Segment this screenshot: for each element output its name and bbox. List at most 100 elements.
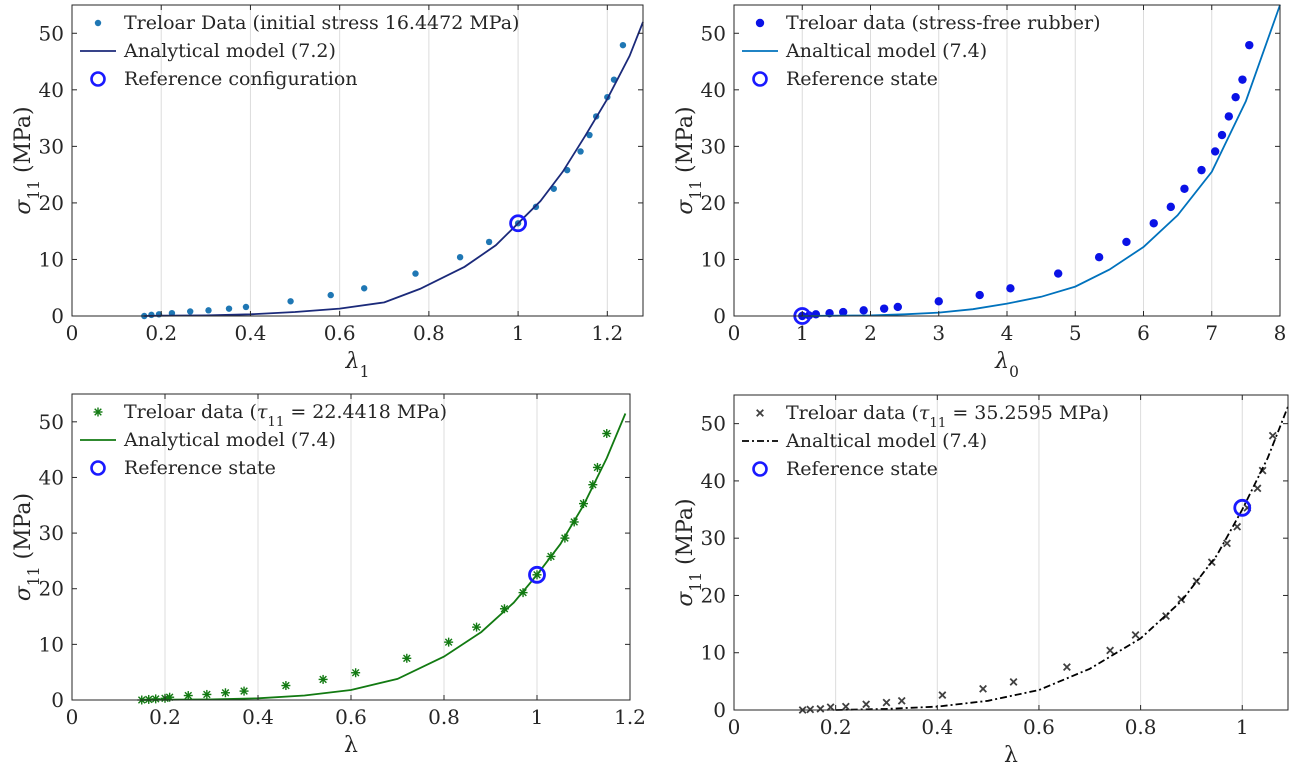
x-tick-label: 0.8 <box>428 705 460 729</box>
data-point <box>602 429 612 439</box>
x-tick-label: 0.2 <box>145 321 177 345</box>
x-tick-label: 5 <box>1069 321 1082 345</box>
reference-point <box>528 565 546 584</box>
y-axis-label: σ11 (MPa) <box>11 106 43 214</box>
data-point <box>1131 631 1140 639</box>
data-point <box>592 462 602 472</box>
x-tick-label: 2 <box>864 321 877 345</box>
data-point <box>938 691 947 700</box>
data-point <box>1224 112 1234 121</box>
data-point <box>586 131 593 139</box>
data-point <box>327 291 334 299</box>
legend-label: Reference state <box>124 457 276 479</box>
x-tick-label: 4 <box>1001 321 1014 345</box>
x-tick-label: 1 <box>512 321 525 345</box>
data-point <box>550 185 557 192</box>
data-point <box>619 41 627 49</box>
y-tick-label: 30 <box>39 134 64 158</box>
axes-frame <box>71 4 644 317</box>
legend-symbol <box>752 461 768 477</box>
x-tick-label: 1.2 <box>614 705 646 729</box>
legend: Treloar data (τ11 = 22.4418 MPa)Analytic… <box>80 401 447 479</box>
y-tick-label: 40 <box>39 78 64 102</box>
series-line-2 <box>144 21 644 317</box>
legend-label: Reference configuration <box>124 68 358 90</box>
legend-symbol <box>755 18 765 28</box>
x-tick-label: 8 <box>1274 321 1287 345</box>
data-point <box>979 684 987 693</box>
data-point <box>862 700 871 709</box>
y-tick-label: 0 <box>713 304 726 328</box>
y-tick-label: 10 <box>39 247 64 271</box>
data-point <box>882 698 891 707</box>
x-tick-label: 6 <box>1137 321 1150 345</box>
y-axis-label: σ11 (MPa) <box>11 493 43 601</box>
data-point <box>225 305 233 312</box>
data-point <box>485 238 493 246</box>
chart-panel-2: 0 1 2 3 4 5 6 7 8 0 10 20 30 40 50 λ0 σ11 (MPa) Treloar d… <box>654 0 1308 386</box>
y-tick-label: 30 <box>39 521 64 545</box>
data-point <box>202 689 212 699</box>
data-point <box>242 303 250 311</box>
y-tick-label: 30 <box>701 526 726 550</box>
x-tick-label: 0 <box>66 705 79 729</box>
x-tick-label: 7 <box>1205 321 1218 345</box>
legend-symbol <box>756 409 764 417</box>
data-point <box>187 308 194 315</box>
series-line-2 <box>141 413 627 701</box>
data-point <box>1217 130 1227 140</box>
data-point <box>1062 663 1071 671</box>
legend-label: Reference state <box>786 68 938 90</box>
legend-symbol <box>94 19 102 27</box>
y-tick-label: 20 <box>701 583 726 607</box>
data-point <box>318 674 328 684</box>
legend-label: Treloar data (stress-free rubber) <box>786 12 1101 34</box>
legend-symbol <box>90 460 106 476</box>
reference-point <box>509 214 527 233</box>
data-point <box>1253 484 1262 493</box>
data-point <box>841 702 850 711</box>
x-axis-label: λ0 <box>994 349 1019 381</box>
data-point <box>806 705 815 714</box>
data-point <box>879 304 889 313</box>
legend-label: Reference state <box>786 458 938 480</box>
series-line-2 <box>835 406 1289 711</box>
y-tick-label: 20 <box>39 191 64 215</box>
y-tick-label: 50 <box>701 412 726 436</box>
data-point <box>893 302 902 312</box>
x-tick-label: 0.4 <box>921 715 953 739</box>
x-tick-label: 0.6 <box>335 705 367 729</box>
plot-area <box>137 413 627 705</box>
x-tick-label: 0.8 <box>413 321 445 345</box>
data-point <box>205 307 212 314</box>
legend-symbol <box>752 71 768 87</box>
data-point <box>148 311 155 319</box>
legend-marker <box>94 19 102 27</box>
x-tick-label: 0.4 <box>235 321 267 345</box>
y-tick-label: 0 <box>51 688 64 712</box>
y-tick-label: 30 <box>701 134 726 158</box>
x-axis-label: λ <box>1004 743 1018 768</box>
data-point <box>1053 269 1063 278</box>
data-point <box>1180 184 1189 193</box>
y-axis-label: σ11 (MPa) <box>673 498 705 606</box>
data-point <box>816 704 825 713</box>
legend-marker <box>756 409 764 417</box>
data-point <box>183 691 193 701</box>
data-point <box>281 681 291 691</box>
legend: Treloar Data (initial stress 16.4472 MPa… <box>80 12 519 90</box>
data-point <box>351 668 361 678</box>
y-axis-label: σ11 (MPa) <box>673 106 705 214</box>
y-tick-label: 50 <box>39 410 64 434</box>
data-point <box>151 694 161 704</box>
y-tick-label: 10 <box>39 632 64 656</box>
x-axis-label: λ <box>344 733 358 758</box>
x-tick-label: 0.4 <box>242 705 274 729</box>
data-point <box>1166 202 1175 212</box>
data-point <box>287 298 294 305</box>
axes-frame <box>733 394 1289 711</box>
chart-svg-2: 0 1 2 3 4 5 6 7 8 0 10 20 30 40 50 λ0 σ11 (MPa) Treloar d… <box>673 4 1287 381</box>
x-tick-label: 1 <box>531 705 544 729</box>
legend: Treloar data (stress-free rubber) Analtic… <box>742 12 1101 90</box>
data-point <box>444 637 454 647</box>
